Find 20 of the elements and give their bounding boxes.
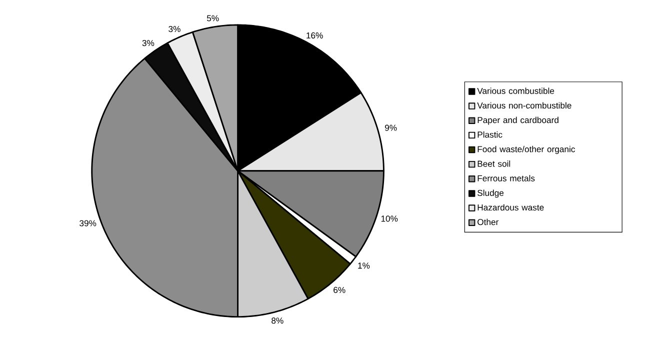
legend-label: Beet soil <box>478 160 510 168</box>
legend-label: Food waste/other organic <box>478 146 575 154</box>
data-label: 3% <box>168 26 180 32</box>
data-label: 9% <box>385 124 397 132</box>
legend-label: Paper and cardboard <box>478 117 558 126</box>
data-label: 39% <box>80 220 96 227</box>
data-label: 5% <box>206 15 219 22</box>
legend-label: Sludge <box>478 190 504 198</box>
data-label: 16% <box>306 32 323 39</box>
legend-label: Other <box>478 219 499 226</box>
data-label: 1% <box>358 262 370 269</box>
data-label: 6% <box>334 287 346 294</box>
legend-label: Plastic <box>478 132 502 138</box>
data-label: 10% <box>381 216 398 222</box>
legend-label: Ferrous metals <box>478 175 535 182</box>
legend-label: Various combustible <box>477 88 554 94</box>
data-label: 8% <box>272 318 284 324</box>
data-label: 3% <box>142 40 154 46</box>
legend-label: Hazardous waste <box>478 204 544 211</box>
legend-label: Various non-combustible <box>477 102 572 109</box>
